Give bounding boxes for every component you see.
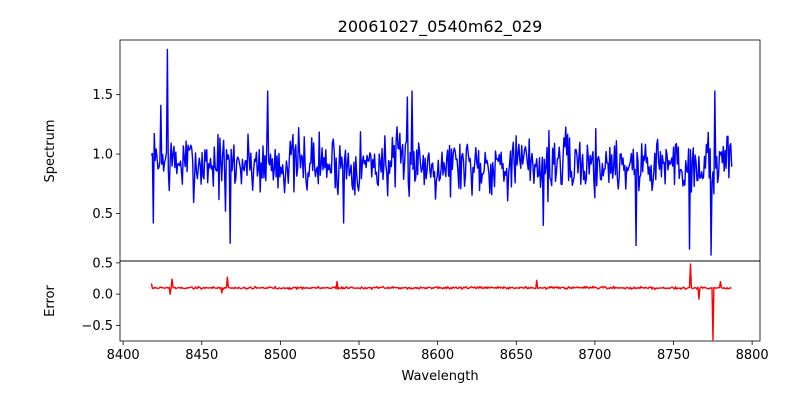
error-y-axis-label: Error: [43, 285, 58, 317]
y-tick-label: 0.0: [92, 288, 113, 303]
x-tick-label: 8450: [185, 348, 218, 363]
y-tick-label: 1.5: [92, 88, 113, 103]
x-tick-label: 8500: [264, 348, 297, 363]
spectrum-plot-frame: [119, 39, 761, 262]
y-tick-label: 0.5: [92, 256, 113, 271]
spectrum-y-ticks: 0.5 1.0 1.5: [92, 88, 120, 222]
x-tick-label: 8600: [421, 348, 454, 363]
spectrum-panel: 0.5 1.0 1.5 Spectrum: [43, 39, 761, 262]
x-tick-label: 8550: [342, 348, 375, 363]
spectrum-y-axis-label: Spectrum: [43, 120, 58, 183]
y-tick-label: −0.5: [81, 319, 113, 334]
x-tick-label: 8800: [736, 348, 769, 363]
error-y-ticks: 0.5 0.0 −0.5: [81, 256, 120, 334]
wavelength-x-ticks: 8400 8450 8500 8550 8600 8650 8700 8750 8800: [107, 341, 769, 363]
error-line: [150, 263, 732, 341]
spectrum-series: [150, 48, 733, 256]
error-panel: 0.50.0−0.5 8400 8450 8500 8550 8600 8650 8700 8…: [43, 256, 769, 384]
x-tick-label: 8700: [578, 348, 611, 363]
chart-title: 20061027_0540m62_029: [338, 17, 543, 37]
y-tick-label: 0.5: [92, 207, 113, 222]
x-tick-label: 8400: [107, 348, 140, 363]
x-tick-label: 8750: [657, 348, 690, 363]
x-tick-label: 8650: [500, 348, 533, 363]
x-axis-label: Wavelength: [401, 369, 478, 384]
spectrum-line: [150, 48, 733, 256]
error-plot-frame: [119, 260, 761, 342]
error-series: [150, 263, 732, 341]
y-tick-label: 1.0: [92, 148, 113, 163]
